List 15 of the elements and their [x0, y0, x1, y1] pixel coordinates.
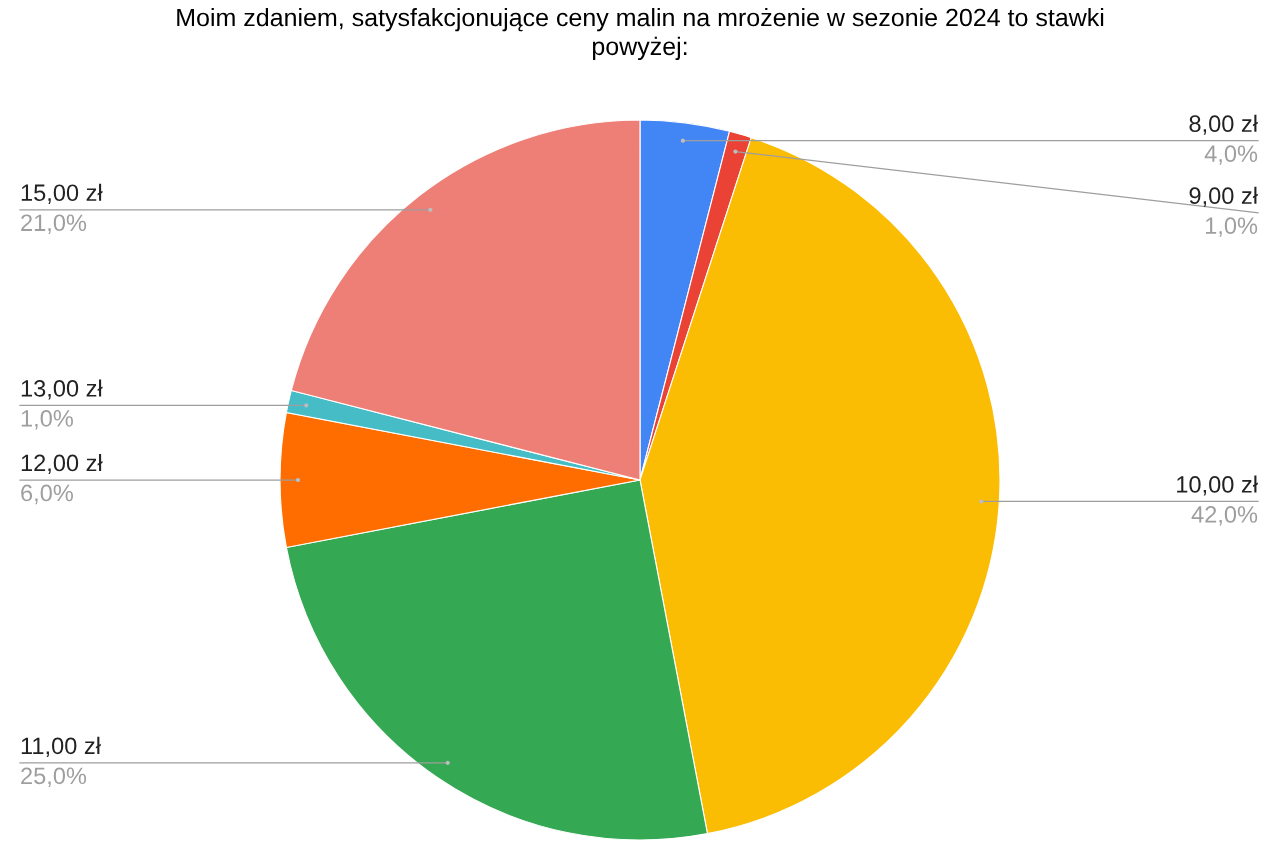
data-label: 21,0% — [21, 214, 87, 234]
data-label: 25,0% — [21, 767, 87, 787]
slice-label: 10,00 zł — [1177, 475, 1258, 496]
data-label: 42,0% — [1191, 506, 1258, 526]
chart-title: Moim zdaniem, satysfakcjonujące ceny malin na mrożenie w sezonie 2024 to stawki powyżej: — [177, 8, 1104, 61]
data-label: 1,0% — [21, 410, 73, 430]
data-label: 4,0% — [1204, 145, 1258, 165]
slice-label: 8,00 zł — [1189, 114, 1258, 135]
data-label: 6,0% — [21, 484, 73, 505]
slice-label: 11,00 zł — [21, 736, 101, 757]
slice-label: 13,00 zł — [21, 379, 103, 400]
slice-label: 9,00 zł — [1189, 186, 1258, 207]
data-label: 1,0% — [1205, 217, 1258, 237]
slice-label: 12,00 zł — [21, 453, 103, 475]
slice-label: 15,00 zł — [21, 183, 103, 204]
